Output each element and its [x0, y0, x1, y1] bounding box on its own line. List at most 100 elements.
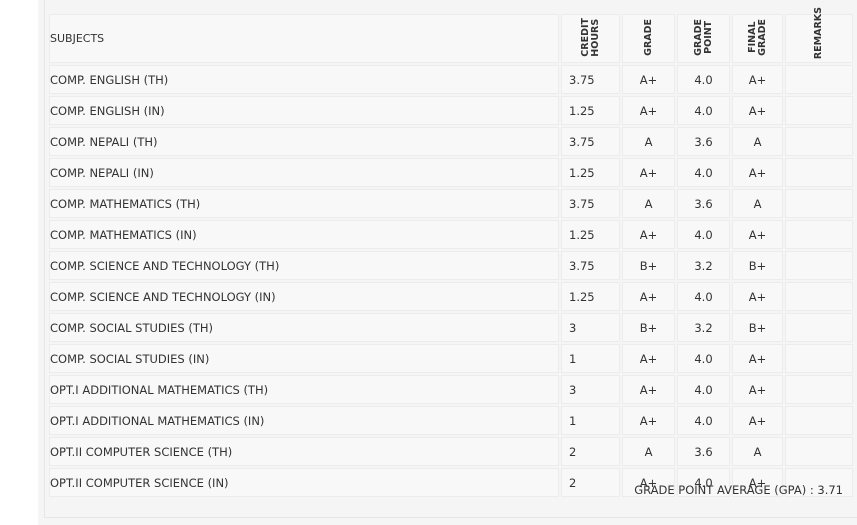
table-row: COMP. SOCIAL STUDIES (TH) 3 B+ 3.2 B+	[49, 313, 853, 343]
table-row: OPT.II COMPUTER SCIENCE (TH) 2 A 3.6 A	[49, 437, 853, 467]
grade-sheet-table: SUBJECTS CREDIT HOURS GRADE GRADE POINT …	[47, 7, 855, 499]
grade-point-cell: 4.0	[677, 65, 730, 95]
final-grade-cell: A+	[732, 220, 783, 250]
grade-header: GRADE	[622, 14, 675, 64]
final-grade-header: FINAL GRADE	[732, 14, 783, 64]
subject-cell: COMP. SCIENCE AND TECHNOLOGY (IN)	[49, 282, 559, 312]
grade-point-cell: 4.0	[677, 344, 730, 374]
subject-cell: COMP. NEPALI (TH)	[49, 127, 559, 157]
grade-point-cell: 4.0	[677, 468, 730, 498]
credit-hours-cell: 2	[561, 468, 620, 498]
subject-cell: COMP. SOCIAL STUDIES (IN)	[49, 344, 559, 374]
credit-hours-cell: 3.75	[561, 189, 620, 219]
credit-hours-cell: 1.25	[561, 96, 620, 126]
credit-hours-header-label: CREDIT HOURS	[579, 17, 601, 57]
credit-hours-cell: 3.75	[561, 65, 620, 95]
final-grade-cell: A+	[732, 282, 783, 312]
remarks-header-label: REMARKS	[813, 7, 824, 60]
grade-cell: A+	[622, 468, 675, 498]
grade-cell: A	[622, 127, 675, 157]
final-grade-cell: B+	[732, 251, 783, 281]
credit-hours-cell: 1.25	[561, 220, 620, 250]
credit-hours-header: CREDIT HOURS	[561, 14, 620, 64]
grade-point-cell: 3.6	[677, 127, 730, 157]
grade-cell: A	[622, 437, 675, 467]
credit-hours-cell: 1.25	[561, 282, 620, 312]
grade-cell: A+	[622, 406, 675, 436]
grade-point-cell: 4.0	[677, 282, 730, 312]
final-grade-cell: A+	[732, 406, 783, 436]
remarks-header: REMARKS	[785, 7, 853, 64]
grade-point-cell: 3.2	[677, 313, 730, 343]
final-grade-cell: A+	[732, 344, 783, 374]
table-row: COMP. MATHEMATICS (TH) 3.75 A 3.6 A	[49, 189, 853, 219]
table-row: COMP. ENGLISH (IN) 1.25 A+ 4.0 A+	[49, 96, 853, 126]
final-grade-cell: A+	[732, 375, 783, 405]
table-row: COMP. SOCIAL STUDIES (IN) 1 A+ 4.0 A+	[49, 344, 853, 374]
table-row: COMP. NEPALI (TH) 3.75 A 3.6 A	[49, 127, 853, 157]
remarks-cell	[785, 65, 853, 95]
results-frame	[44, 0, 857, 518]
grade-point-cell: 4.0	[677, 406, 730, 436]
credit-hours-cell: 1	[561, 406, 620, 436]
remarks-cell	[785, 96, 853, 126]
grade-cell: A+	[622, 375, 675, 405]
remarks-cell	[785, 375, 853, 405]
table-row: COMP. MATHEMATICS (IN) 1.25 A+ 4.0 A+	[49, 220, 853, 250]
subject-cell: OPT.II COMPUTER SCIENCE (IN)	[49, 468, 559, 498]
final-grade-cell: A	[732, 189, 783, 219]
grade-cell: A	[622, 189, 675, 219]
subject-cell: OPT.II COMPUTER SCIENCE (TH)	[49, 437, 559, 467]
final-grade-cell: A+	[732, 158, 783, 188]
table-row: OPT.I ADDITIONAL MATHEMATICS (IN) 1 A+ 4.0 A…	[49, 406, 853, 436]
grade-point-cell: 4.0	[677, 220, 730, 250]
table-row: OPT.II COMPUTER SCIENCE (IN) 2 A+ 4.0 A+	[49, 468, 853, 498]
credit-hours-cell: 2	[561, 437, 620, 467]
final-grade-cell: A+	[732, 65, 783, 95]
grade-cell: A+	[622, 282, 675, 312]
remarks-cell	[785, 158, 853, 188]
grade-header-label: GRADE	[642, 18, 654, 56]
credit-hours-cell: 1	[561, 344, 620, 374]
gpa-summary: GRADE POINT AVERAGE (GPA) : 3.71	[634, 483, 843, 497]
remarks-cell	[785, 313, 853, 343]
final-grade-cell: A+	[732, 468, 783, 498]
final-grade-header-label: FINAL GRADE	[746, 18, 768, 56]
grade-cell: A+	[622, 344, 675, 374]
table-row: COMP. SCIENCE AND TECHNOLOGY (IN) 1.25 A+ 4…	[49, 282, 853, 312]
remarks-cell	[785, 406, 853, 436]
subject-cell: COMP. SOCIAL STUDIES (TH)	[49, 313, 559, 343]
grade-point-cell: 3.2	[677, 251, 730, 281]
grade-point-cell: 4.0	[677, 158, 730, 188]
grade-point-cell: 3.6	[677, 437, 730, 467]
table-row: COMP. SCIENCE AND TECHNOLOGY (TH) 3.75 B+ 3…	[49, 251, 853, 281]
subjects-header: SUBJECTS	[49, 14, 559, 64]
subject-cell: COMP. MATHEMATICS (TH)	[49, 189, 559, 219]
subject-cell: COMP. NEPALI (IN)	[49, 158, 559, 188]
remarks-cell	[785, 189, 853, 219]
credit-hours-cell: 3	[561, 313, 620, 343]
table-header-row: SUBJECTS CREDIT HOURS GRADE GRADE POINT …	[49, 7, 853, 64]
grade-cell: A+	[622, 65, 675, 95]
remarks-cell	[785, 282, 853, 312]
credit-hours-cell: 1.25	[561, 158, 620, 188]
table-row: COMP. NEPALI (IN) 1.25 A+ 4.0 A+	[49, 158, 853, 188]
grade-cell: A+	[622, 220, 675, 250]
credit-hours-cell: 3	[561, 375, 620, 405]
grade-cell: B+	[622, 251, 675, 281]
grade-point-cell: 4.0	[677, 96, 730, 126]
final-grade-cell: A	[732, 127, 783, 157]
final-grade-cell: A	[732, 437, 783, 467]
remarks-cell	[785, 220, 853, 250]
final-grade-cell: A+	[732, 96, 783, 126]
remarks-cell	[785, 468, 853, 498]
gpa-value: 3.71	[817, 483, 843, 497]
gpa-label: GRADE POINT AVERAGE (GPA) :	[634, 483, 814, 497]
grade-point-header: GRADE POINT	[677, 14, 730, 64]
credit-hours-cell: 3.75	[561, 251, 620, 281]
grade-point-header-label: GRADE POINT	[692, 18, 714, 56]
grade-cell: A+	[622, 96, 675, 126]
remarks-cell	[785, 437, 853, 467]
grade-point-cell: 3.6	[677, 189, 730, 219]
remarks-cell	[785, 344, 853, 374]
